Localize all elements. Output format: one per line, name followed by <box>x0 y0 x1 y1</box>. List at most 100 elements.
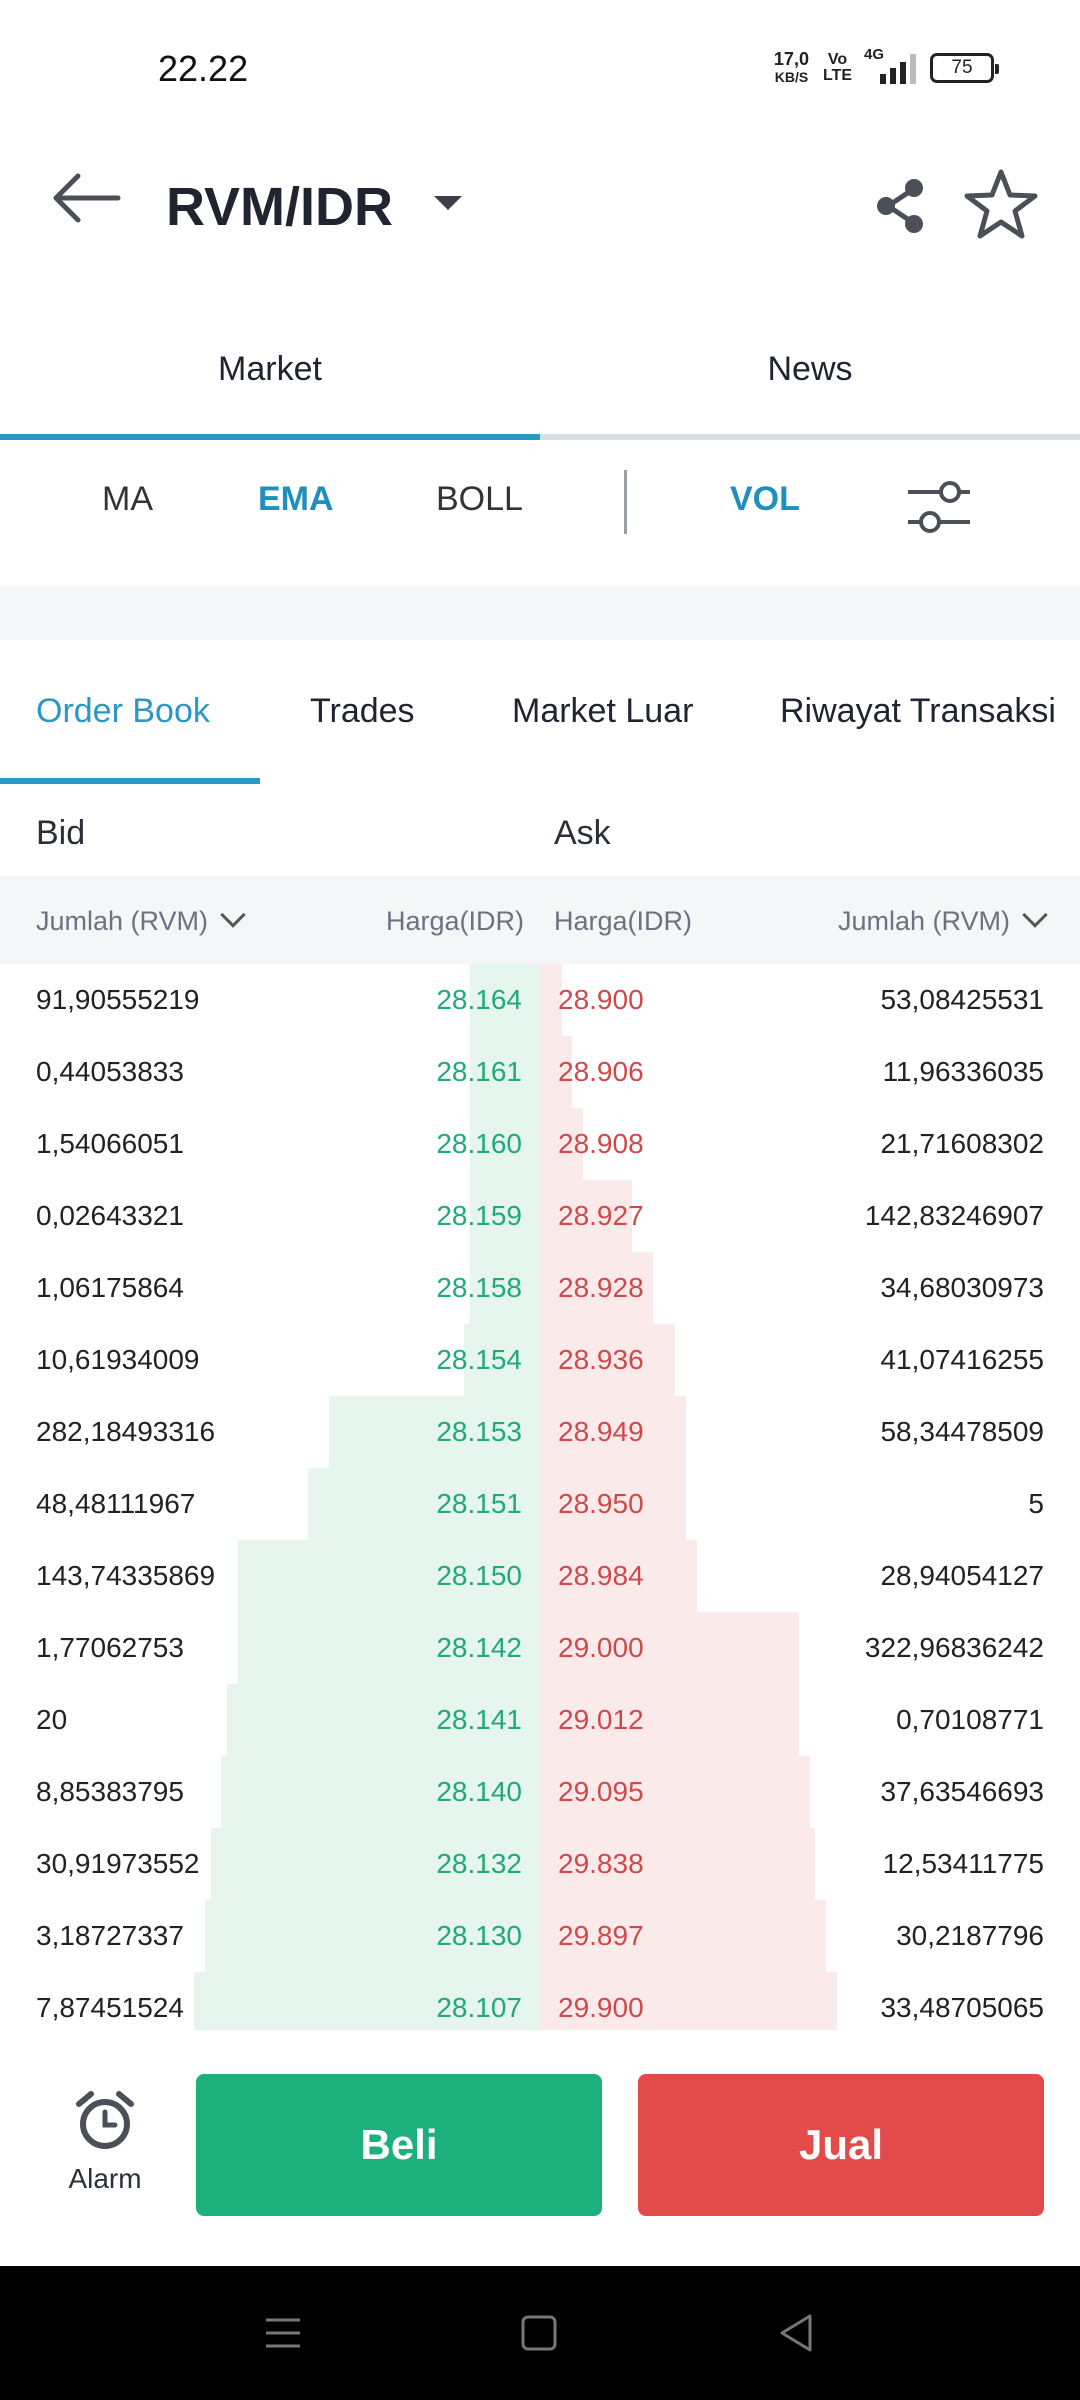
order-book-row[interactable]: 48,48111967 28.151 28.950 5 <box>0 1468 1080 1540</box>
bid-price-cell: 28.153 <box>436 1416 522 1447</box>
order-book-row[interactable]: 7,87451524 28.107 29.900 33,48705065 <box>0 1972 1080 2030</box>
back-button[interactable] <box>48 168 124 228</box>
ask-price-cell: 28.927 <box>558 1200 644 1231</box>
bid-qty-cell: 1,77062753 <box>36 1632 184 1663</box>
order-book: 91,90555219 28.164 28.900 53,08425531 0,4405… <box>0 964 1080 2030</box>
battery-level: 75 <box>951 57 973 78</box>
order-book-row[interactable]: 8,85383795 28.140 29.095 37,63546693 <box>0 1756 1080 1828</box>
order-book-row[interactable]: 0,44053833 28.161 28.906 11,96336035 <box>0 1036 1080 1108</box>
favorite-button[interactable] <box>962 166 1040 244</box>
nav-recents-button[interactable] <box>258 2308 308 2358</box>
caret-down-icon[interactable] <box>434 196 462 210</box>
tab-news[interactable]: News <box>540 320 1080 440</box>
order-book-row[interactable]: 20 28.141 29.012 0,70108771 <box>0 1684 1080 1756</box>
nav-home-button[interactable] <box>514 2308 564 2358</box>
ask-depth-bar <box>540 964 562 1036</box>
bid-qty-cell: 30,91973552 <box>36 1848 200 1879</box>
ask-depth-bar <box>540 1900 826 1972</box>
bid-price-cell: 28.154 <box>436 1344 522 1375</box>
order-book-row[interactable]: 282,18493316 28.153 28.949 58,34478509 <box>0 1396 1080 1468</box>
action-bar: Alarm Beli Jual <box>0 2030 1080 2266</box>
order-book-header: Jumlah (RVM) Harga(IDR) Harga(IDR) Jumla… <box>0 876 1080 964</box>
menu-icon <box>266 2318 300 2348</box>
order-book-row[interactable]: 1,06175864 28.158 28.928 34,68030973 <box>0 1252 1080 1324</box>
tab-market-luar[interactable]: Market Luar <box>512 692 694 730</box>
ask-depth-bar <box>540 1756 810 1828</box>
ask-qty-cell: 34,68030973 <box>880 1272 1044 1303</box>
bid-depth-bar <box>464 1324 540 1396</box>
alarm-button[interactable]: Alarm <box>40 2088 170 2208</box>
status-bar: 22.22 17,0 KB/S Vo LTE 4G 75 <box>0 0 1080 140</box>
nav-back-button[interactable] <box>772 2308 822 2358</box>
ask-price-cell: 28.906 <box>558 1056 644 1087</box>
ask-price-cell: 28.900 <box>558 984 644 1015</box>
pair-title[interactable]: RVM/IDR <box>166 177 394 237</box>
chevron-down-icon <box>1022 902 1048 928</box>
indicator-boll[interactable]: BOLL <box>436 480 523 518</box>
order-book-row[interactable]: 143,74335869 28.150 28.984 28,94054127 <box>0 1540 1080 1612</box>
sell-button[interactable]: Jual <box>638 2074 1044 2216</box>
ask-depth-bar <box>540 1108 583 1180</box>
bid-qty-cell: 7,87451524 <box>36 1992 184 2023</box>
ask-price-cell: 29.897 <box>558 1920 644 1951</box>
bid-label: Bid <box>36 814 86 852</box>
header: RVM/IDR <box>0 140 1080 270</box>
ask-depth-bar <box>540 1828 815 1900</box>
ask-price-cell: 28.908 <box>558 1128 644 1159</box>
ask-qty-cell: 30,2187796 <box>896 1920 1044 1951</box>
alarm-clock-icon <box>76 2091 134 2149</box>
ask-qty-cell: 53,08425531 <box>880 984 1044 1015</box>
tab-order-book[interactable]: Order Book <box>36 692 210 730</box>
indicator-ma[interactable]: MA <box>102 480 153 518</box>
ask-qty-cell: 21,71608302 <box>880 1128 1044 1159</box>
bid-qty-cell: 8,85383795 <box>36 1776 184 1807</box>
bid-price-cell: 28.158 <box>436 1272 522 1303</box>
ask-price-cell: 28.949 <box>558 1416 644 1447</box>
bid-qty-cell: 143,74335869 <box>36 1560 216 1591</box>
status-icons: 17,0 KB/S Vo LTE 4G 75 <box>773 46 999 86</box>
bid-qty-cell: 48,48111967 <box>36 1488 196 1519</box>
bid-price-cell: 28.150 <box>436 1560 522 1591</box>
order-book-row[interactable]: 0,02643321 28.159 28.927 142,83246907 <box>0 1180 1080 1252</box>
network-type: 4G <box>864 46 885 63</box>
ask-qty-header[interactable]: Jumlah (RVM) <box>838 902 1048 937</box>
sub-tabs: Order Book Trades Market Luar Riwayat Tr… <box>0 640 1080 786</box>
sliders-icon <box>908 481 970 533</box>
indicator-settings-button[interactable] <box>904 476 974 538</box>
ask-price-cell: 29.838 <box>558 1848 644 1879</box>
tab-market[interactable]: Market <box>0 320 540 440</box>
ask-qty-cell: 322,96836242 <box>864 1632 1044 1663</box>
order-book-row[interactable]: 30,91973552 28.132 29.838 12,53411775 <box>0 1828 1080 1900</box>
bid-qty-header[interactable]: Jumlah (RVM) <box>36 902 246 937</box>
arrow-left-icon <box>53 173 121 223</box>
ask-depth-bar <box>540 1324 675 1396</box>
ask-qty-cell: 33,48705065 <box>880 1992 1044 2023</box>
bid-price-cell: 28.107 <box>436 1992 522 2023</box>
ask-depth-bar <box>540 1396 686 1468</box>
bid-depth-bar <box>221 1756 540 1828</box>
network-speed-value: 17,0 <box>773 49 809 69</box>
share-icon <box>877 179 923 233</box>
network-speed-unit: KB/S <box>774 69 809 85</box>
bid-depth-bar <box>470 1180 540 1252</box>
buy-button[interactable]: Beli <box>196 2074 602 2216</box>
share-button[interactable] <box>870 176 930 236</box>
ask-qty-cell: 37,63546693 <box>880 1776 1044 1807</box>
ask-depth-bar <box>540 1036 572 1108</box>
indicator-ema[interactable]: EMA <box>258 480 334 518</box>
order-book-row[interactable]: 91,90555219 28.164 28.900 53,08425531 <box>0 964 1080 1036</box>
bid-depth-bar <box>470 964 540 1036</box>
bid-price-cell: 28.132 <box>436 1848 522 1879</box>
order-book-row[interactable]: 1,77062753 28.142 29.000 322,96836242 <box>0 1612 1080 1684</box>
bid-depth-bar <box>470 1252 540 1324</box>
square-icon <box>521 2315 557 2351</box>
bid-depth-bar <box>211 1828 540 1900</box>
bid-price-header: Harga(IDR) <box>385 906 524 936</box>
order-book-row[interactable]: 3,18727337 28.130 29.897 30,2187796 <box>0 1900 1080 1972</box>
tab-trades[interactable]: Trades <box>310 692 415 730</box>
order-book-row[interactable]: 10,61934009 28.154 28.936 41,07416255 <box>0 1324 1080 1396</box>
ask-depth-bar <box>540 1180 632 1252</box>
indicator-vol[interactable]: VOL <box>730 480 800 518</box>
tab-riwayat-transaksi[interactable]: Riwayat Transaksi <box>780 692 1056 730</box>
order-book-row[interactable]: 1,54066051 28.160 28.908 21,71608302 <box>0 1108 1080 1180</box>
